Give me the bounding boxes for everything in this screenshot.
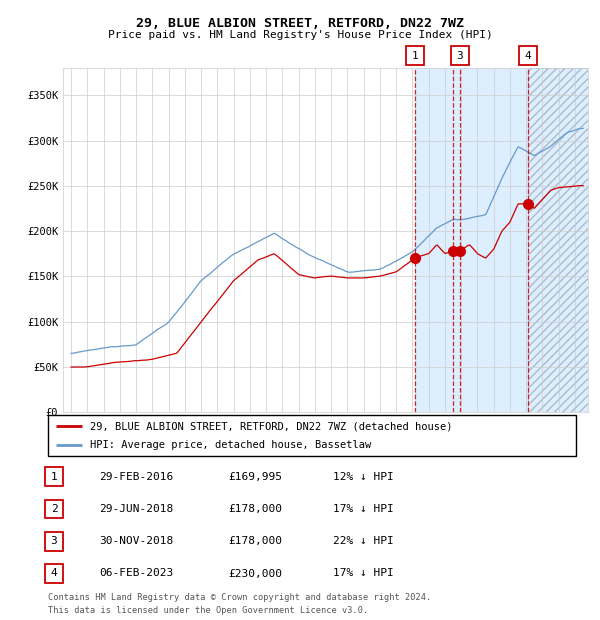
Text: 3: 3: [457, 51, 463, 61]
Text: HPI: Average price, detached house, Bassetlaw: HPI: Average price, detached house, Bass…: [90, 440, 371, 450]
Bar: [528, 68, 588, 412]
Text: £169,995: £169,995: [228, 472, 282, 482]
Text: 3: 3: [50, 536, 58, 546]
Text: 12% ↓ HPI: 12% ↓ HPI: [333, 472, 394, 482]
Text: Contains HM Land Registry data © Crown copyright and database right 2024.: Contains HM Land Registry data © Crown c…: [48, 593, 431, 602]
Text: 29-FEB-2016: 29-FEB-2016: [99, 472, 173, 482]
Text: 4: 4: [524, 51, 531, 61]
Text: 17% ↓ HPI: 17% ↓ HPI: [333, 504, 394, 514]
Text: 4: 4: [50, 569, 58, 578]
Text: 2: 2: [50, 504, 58, 514]
Text: 29, BLUE ALBION STREET, RETFORD, DN22 7WZ: 29, BLUE ALBION STREET, RETFORD, DN22 7W…: [136, 17, 464, 30]
FancyBboxPatch shape: [48, 415, 576, 456]
Text: 1: 1: [412, 51, 418, 61]
Text: 06-FEB-2023: 06-FEB-2023: [99, 569, 173, 578]
Text: £230,000: £230,000: [228, 569, 282, 578]
Text: £178,000: £178,000: [228, 536, 282, 546]
Text: 22% ↓ HPI: 22% ↓ HPI: [333, 536, 394, 546]
Text: This data is licensed under the Open Government Licence v3.0.: This data is licensed under the Open Gov…: [48, 606, 368, 616]
Text: Price paid vs. HM Land Registry's House Price Index (HPI): Price paid vs. HM Land Registry's House …: [107, 30, 493, 40]
Text: 30-NOV-2018: 30-NOV-2018: [99, 536, 173, 546]
Text: 29-JUN-2018: 29-JUN-2018: [99, 504, 173, 514]
Text: 1: 1: [50, 472, 58, 482]
Text: 29, BLUE ALBION STREET, RETFORD, DN22 7WZ (detached house): 29, BLUE ALBION STREET, RETFORD, DN22 7W…: [90, 421, 453, 432]
Bar: [415, 68, 588, 412]
Text: 17% ↓ HPI: 17% ↓ HPI: [333, 569, 394, 578]
Text: £178,000: £178,000: [228, 504, 282, 514]
